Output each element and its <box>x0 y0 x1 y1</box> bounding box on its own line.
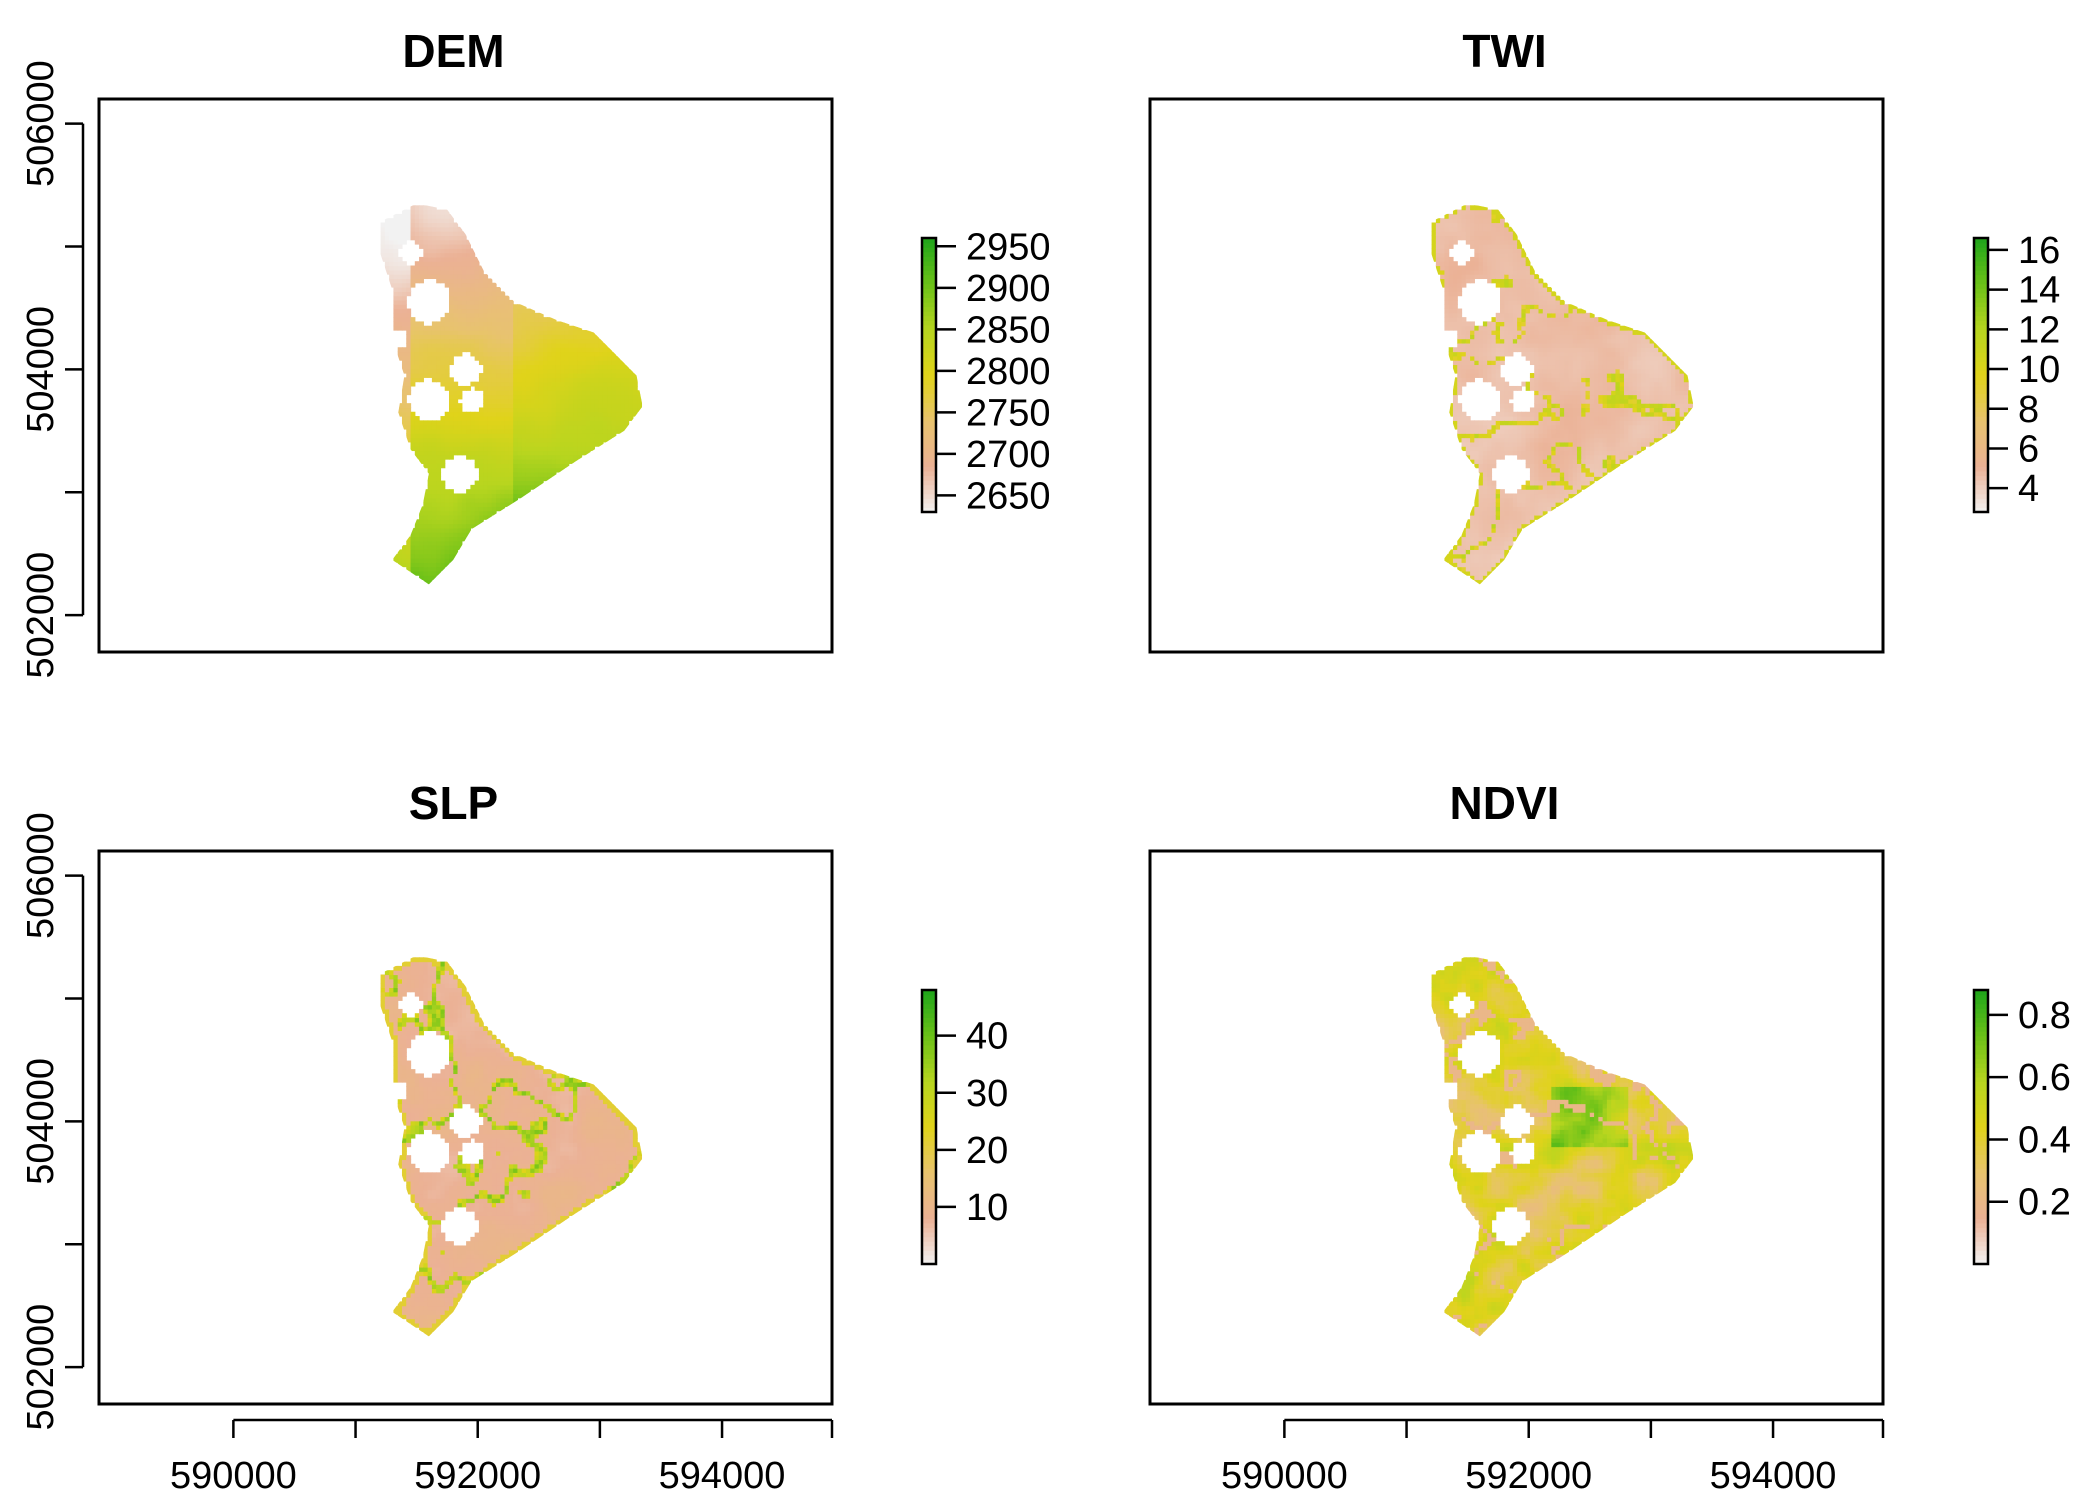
legend-tick-label: 4 <box>2018 468 2039 510</box>
legend-tick-label: 30 <box>966 1073 1008 1115</box>
raster-twi <box>1431 205 1694 585</box>
chart-title: SLP <box>409 777 498 829</box>
legend-tick-label: 12 <box>2018 309 2060 351</box>
legend-tick-label: 10 <box>966 1187 1008 1229</box>
legend-tick-label: 20 <box>966 1130 1008 1172</box>
plot-frame <box>1148 97 1885 654</box>
y-axis: 502000 504000 506000 <box>20 812 85 1431</box>
x-tick-label: 594000 <box>659 1455 786 1497</box>
x-tick-label: 590000 <box>170 1455 297 1497</box>
legend-tick-label: 0.6 <box>2018 1057 2071 1099</box>
chart-title: TWI <box>1462 25 1546 77</box>
legend-colorbar: 0.2 0.4 0.6 0.8 <box>1972 988 2071 1266</box>
panel-dem: DEM 502000 504000 506000 2650270027502800285… <box>20 25 1051 679</box>
raster-slp <box>380 957 643 1337</box>
legend-tick-label: 14 <box>2018 270 2060 312</box>
x-axis: 590000 592000 594000 <box>170 1418 834 1497</box>
legend-colorbar: 10 20 30 40 <box>920 988 1008 1266</box>
plot-frame <box>97 849 834 1406</box>
panel-ndvi: NDVI 590000 592000 594000 0.2 0.4 0.6 0.8 <box>1148 777 2071 1497</box>
y-tick-label: 504000 <box>20 306 62 433</box>
legend-tick-label: 2950 <box>966 226 1051 268</box>
legend-tick-label: 10 <box>2018 349 2060 391</box>
panels: DEM 502000 504000 506000 2650270027502800285… <box>20 25 2071 1497</box>
legend-tick-label: 0.2 <box>2018 1182 2071 1224</box>
y-tick-label: 504000 <box>20 1058 62 1185</box>
legend-tick-label: 16 <box>2018 230 2060 272</box>
legend-tick-label: 2650 <box>966 475 1051 517</box>
x-tick-label: 594000 <box>1710 1455 1837 1497</box>
legend-tick-label: 8 <box>2018 389 2039 431</box>
chart-title: DEM <box>402 25 504 77</box>
chart-title: NDVI <box>1450 777 1560 829</box>
y-tick-label: 506000 <box>20 812 62 939</box>
raster-dem <box>380 205 643 585</box>
legend-tick-label: 6 <box>2018 428 2039 470</box>
y-tick-label: 506000 <box>20 60 62 187</box>
legend-tick-label: 2900 <box>966 268 1051 310</box>
legend-tick-label: 2800 <box>966 351 1051 393</box>
y-axis: 502000 504000 506000 <box>20 60 85 679</box>
legend-tick-label: 0.8 <box>2018 995 2071 1037</box>
x-tick-label: 592000 <box>1465 1455 1592 1497</box>
plot-frame <box>1148 849 1885 1406</box>
x-axis: 590000 592000 594000 <box>1221 1418 1885 1497</box>
raster-ndvi <box>1431 957 1694 1337</box>
x-tick-label: 590000 <box>1221 1455 1348 1497</box>
legend-tick-label: 2700 <box>966 434 1051 476</box>
legend-tick-label: 2850 <box>966 309 1051 351</box>
plot-frame <box>97 97 834 654</box>
x-tick-label: 592000 <box>414 1455 541 1497</box>
y-tick-label: 502000 <box>20 1304 62 1431</box>
legend-tick-label: 2750 <box>966 392 1051 434</box>
legend-tick-label: 40 <box>966 1016 1008 1058</box>
y-tick-label: 502000 <box>20 552 62 679</box>
panel-slp: SLP 502000 504000 506000 590000 592000 594000 1… <box>20 777 1008 1497</box>
legend-tick-label: 0.4 <box>2018 1119 2071 1161</box>
